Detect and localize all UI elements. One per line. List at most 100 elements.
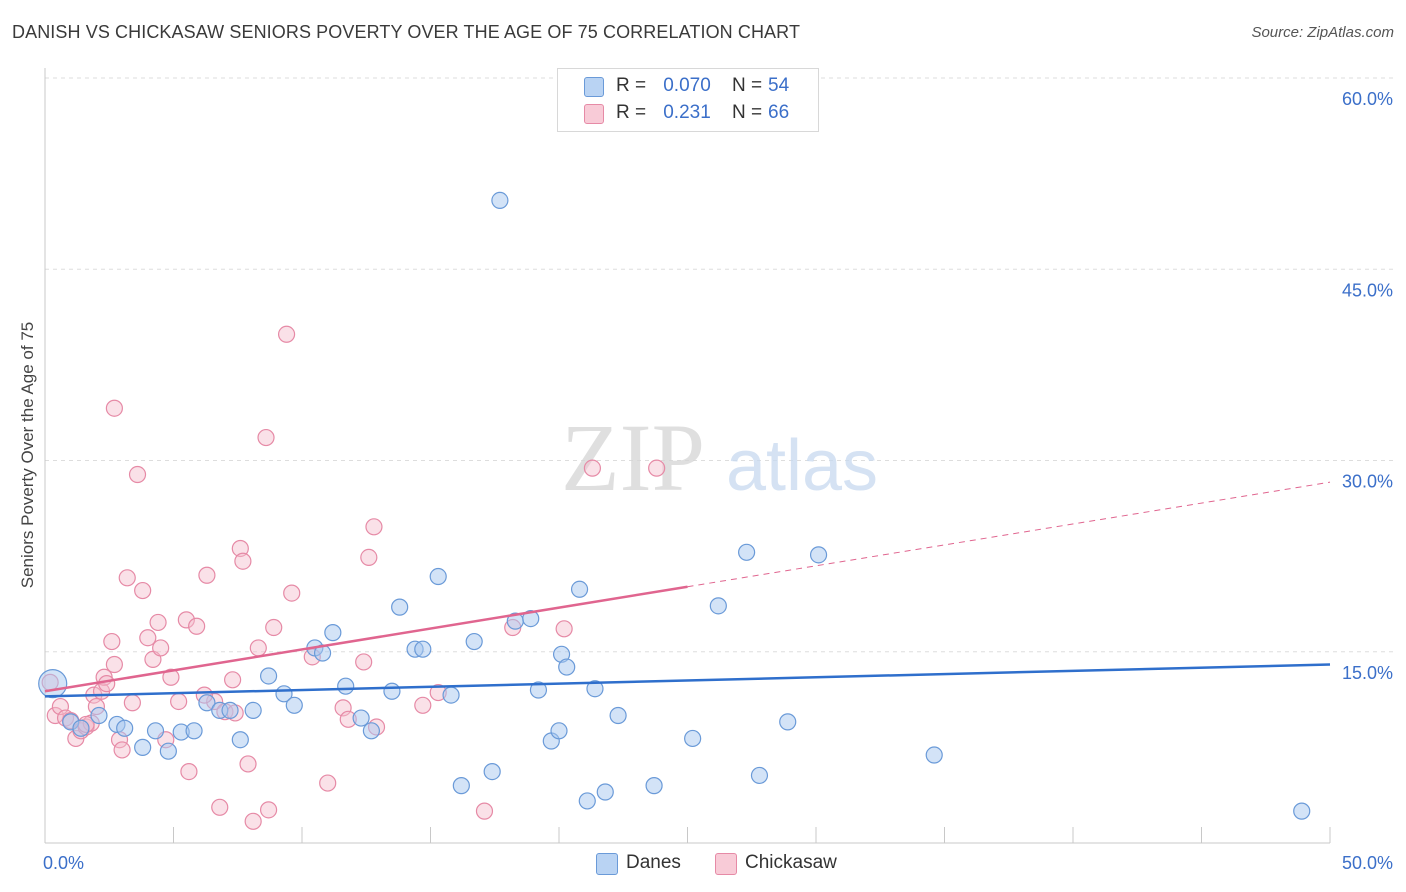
chickasaw-point bbox=[170, 692, 188, 711]
chickasaw-point bbox=[188, 617, 206, 635]
chickasaw-point bbox=[365, 518, 383, 536]
danes-point bbox=[90, 706, 108, 725]
danes-point bbox=[244, 701, 262, 720]
chickasaw-point bbox=[123, 694, 141, 712]
danes-point bbox=[116, 719, 134, 737]
watermark-zip: ZIP bbox=[561, 404, 705, 511]
chickasaw-point bbox=[149, 613, 167, 632]
chickasaw-point bbox=[265, 618, 283, 637]
danes-point bbox=[570, 580, 589, 598]
chickasaw-n-value: 66 bbox=[768, 102, 790, 123]
danes-point bbox=[925, 746, 943, 764]
chickasaw-point bbox=[257, 428, 275, 447]
danes-trend-line bbox=[44, 663, 1331, 698]
chickasaw-point bbox=[355, 653, 373, 671]
chickasaw-point bbox=[283, 584, 301, 602]
danes-point bbox=[809, 546, 828, 564]
x-tick-label-min: 0.0% bbox=[43, 853, 84, 873]
danes-n-label: N = bbox=[732, 75, 763, 96]
chickasaw-point bbox=[118, 569, 136, 587]
chickasaw-legend-label: Chickasaw bbox=[745, 852, 837, 873]
danes-point bbox=[529, 681, 548, 699]
chickasaw-point bbox=[103, 632, 121, 651]
chickasaw-point bbox=[583, 459, 602, 477]
danes-r-value: 0.070 bbox=[663, 75, 711, 96]
chickasaw-point bbox=[244, 812, 262, 830]
chickasaw-point bbox=[211, 798, 229, 816]
danes-r-label: R = bbox=[616, 75, 647, 96]
danes-point bbox=[337, 677, 355, 695]
danes-point bbox=[391, 598, 409, 616]
danes-point bbox=[609, 706, 627, 725]
y-tick-label: 30.0% bbox=[1342, 472, 1393, 492]
danes-point bbox=[185, 722, 203, 740]
danes-legend-label: Danes bbox=[626, 852, 681, 873]
danes-point bbox=[38, 669, 68, 699]
correlation-legend: R = 0.070 N = 54 R = 0.231 N = 66 bbox=[557, 68, 819, 132]
chickasaw-trend-line bbox=[44, 585, 688, 693]
danes-point bbox=[578, 792, 596, 810]
danes-n-value: 54 bbox=[768, 75, 790, 96]
danes-point bbox=[483, 762, 501, 781]
chickasaw-swatch bbox=[584, 104, 604, 124]
chickasaw-point bbox=[234, 552, 252, 570]
danes-point bbox=[465, 632, 483, 651]
danes-point bbox=[491, 191, 509, 209]
chickasaw-legend-swatch bbox=[715, 853, 737, 875]
danes-point bbox=[452, 777, 470, 795]
axis-ticks bbox=[44, 827, 1331, 843]
danes-point bbox=[586, 680, 604, 698]
chickasaw-point bbox=[239, 755, 257, 773]
chickasaw-point bbox=[198, 566, 216, 584]
chickasaw-point bbox=[555, 620, 573, 638]
chickasaw-point bbox=[277, 325, 296, 343]
danes-point bbox=[72, 719, 90, 737]
danes-point bbox=[221, 701, 239, 720]
danes-point bbox=[522, 609, 540, 628]
danes-point bbox=[429, 567, 447, 586]
chickasaw-point bbox=[224, 671, 242, 689]
chickasaw-r-label: R = bbox=[616, 102, 647, 123]
y-tick-label: 60.0% bbox=[1342, 89, 1393, 109]
danes-point bbox=[442, 686, 460, 704]
danes-point bbox=[324, 624, 342, 642]
chickasaw-point bbox=[152, 639, 170, 657]
watermark-atlas: atlas bbox=[726, 426, 878, 506]
danes-point bbox=[684, 729, 702, 748]
danes-point bbox=[362, 722, 380, 740]
danes-points bbox=[38, 191, 1311, 820]
tick-labels: 15.0% 30.0% 45.0% 60.0% 0.0% 50.0% bbox=[43, 89, 1393, 873]
danes-point bbox=[779, 713, 797, 731]
danes-point bbox=[414, 640, 432, 658]
chickasaw-point bbox=[105, 655, 123, 674]
chickasaw-r-value: 0.231 bbox=[663, 102, 711, 123]
danes-point bbox=[709, 597, 727, 615]
danes-point bbox=[1293, 802, 1311, 820]
danes-point bbox=[231, 731, 249, 749]
danes-point bbox=[198, 694, 216, 712]
danes-point bbox=[352, 709, 370, 727]
chickasaw-point bbox=[134, 581, 152, 600]
danes-point bbox=[738, 543, 756, 561]
y-tick-label: 15.0% bbox=[1342, 663, 1393, 683]
danes-point bbox=[159, 742, 177, 760]
chickasaw-point bbox=[475, 802, 494, 820]
chickasaw-point bbox=[259, 801, 278, 819]
chickasaw-point bbox=[139, 629, 157, 647]
chickasaw-point bbox=[46, 706, 64, 725]
chickasaw-point bbox=[113, 741, 131, 759]
danes-point bbox=[146, 722, 165, 740]
danes-point bbox=[550, 722, 568, 740]
danes-point bbox=[134, 738, 152, 756]
chickasaw-point bbox=[128, 465, 147, 484]
chickasaw-n-label: N = bbox=[732, 102, 763, 123]
chickasaw-point bbox=[105, 399, 123, 417]
danes-point bbox=[285, 696, 303, 714]
danes-point bbox=[259, 667, 278, 685]
trend-lines bbox=[44, 481, 1331, 698]
danes-point bbox=[750, 766, 769, 785]
chickasaw-point bbox=[319, 774, 337, 792]
danes-legend-swatch bbox=[596, 853, 618, 875]
chickasaw-point bbox=[414, 696, 432, 714]
